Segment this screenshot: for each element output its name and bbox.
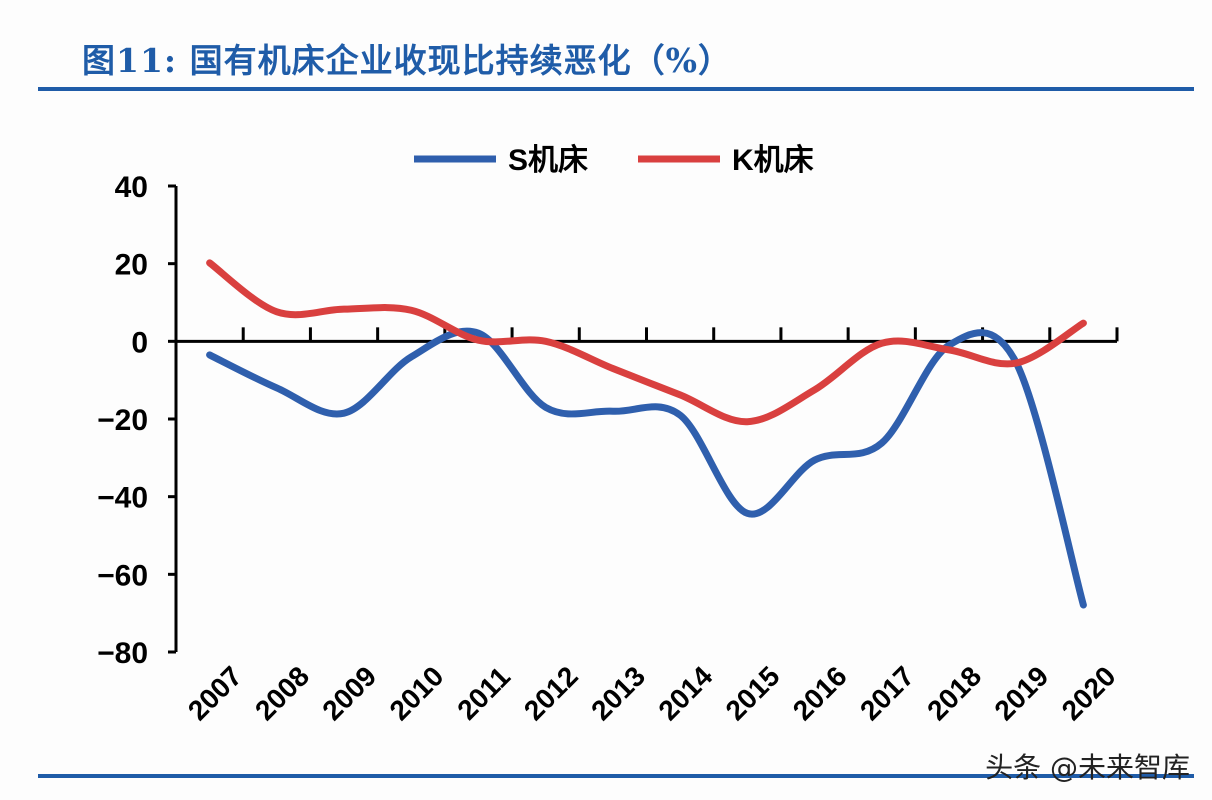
- x-tick-label: 2015: [720, 660, 786, 726]
- x-tick-label: 2016: [787, 660, 853, 726]
- x-tick-label: 2017: [854, 660, 920, 726]
- y-tick-label: −60: [97, 559, 148, 592]
- series-line-0: [206, 327, 1087, 609]
- y-tick-label: −40: [97, 482, 148, 515]
- x-tick-label: 2011: [451, 661, 516, 726]
- y-tick-label: 40: [115, 171, 148, 204]
- x-tick-label: 2010: [384, 660, 450, 726]
- y-tick-label: −80: [97, 637, 148, 670]
- x-tick-label: 2019: [988, 660, 1054, 726]
- x-tick-label: 2009: [316, 660, 382, 726]
- legend-label-1: K机床: [732, 144, 814, 177]
- y-tick-label: 0: [131, 326, 148, 359]
- bottom-rule: [38, 774, 1194, 778]
- x-tick-label: 2020: [1056, 660, 1122, 726]
- x-tick-label: 2013: [585, 660, 651, 726]
- top-rule: [38, 87, 1194, 91]
- x-tick-label: 2012: [518, 660, 584, 726]
- y-tick-label: 20: [115, 249, 148, 282]
- x-tick-label: 2018: [921, 660, 987, 726]
- x-tick-label: 2014: [652, 660, 718, 726]
- series-line-1: [206, 259, 1087, 426]
- legend-label-0: S机床: [508, 144, 588, 177]
- x-tick-label: 2007: [182, 660, 248, 726]
- watermark: 头条 @未来智库: [985, 751, 1190, 784]
- x-tick-label: 2008: [249, 660, 315, 726]
- y-tick-label: −20: [97, 404, 148, 437]
- chart-title: 图11: 国有机床企业收现比持续恶化（%）: [82, 41, 732, 80]
